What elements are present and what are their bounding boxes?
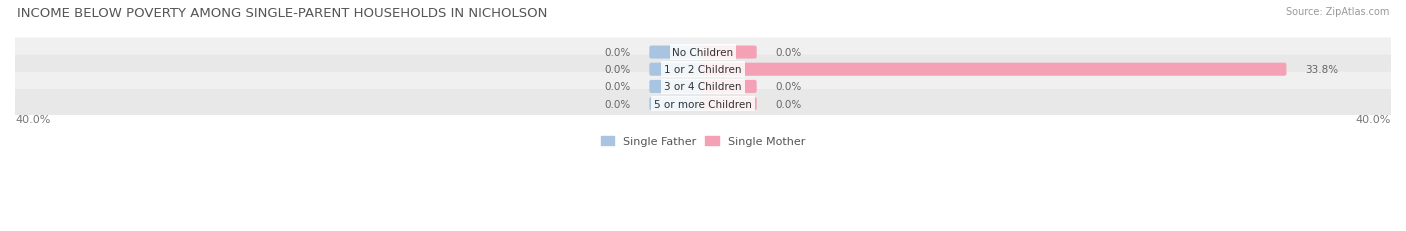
Text: 0.0%: 0.0% [605,82,631,92]
Text: No Children: No Children [672,48,734,58]
Text: 5 or more Children: 5 or more Children [654,99,752,109]
Text: 0.0%: 0.0% [605,99,631,109]
Text: 40.0%: 40.0% [1355,114,1391,124]
FancyBboxPatch shape [702,98,756,111]
Text: 0.0%: 0.0% [605,65,631,75]
Text: 40.0%: 40.0% [15,114,51,124]
FancyBboxPatch shape [650,64,704,76]
Legend: Single Father, Single Mother: Single Father, Single Mother [596,132,810,151]
FancyBboxPatch shape [702,81,756,94]
FancyBboxPatch shape [650,46,704,59]
FancyBboxPatch shape [702,64,1286,76]
Text: Source: ZipAtlas.com: Source: ZipAtlas.com [1285,7,1389,17]
Text: 1 or 2 Children: 1 or 2 Children [664,65,742,75]
Text: 33.8%: 33.8% [1305,65,1339,75]
Text: INCOME BELOW POVERTY AMONG SINGLE-PARENT HOUSEHOLDS IN NICHOLSON: INCOME BELOW POVERTY AMONG SINGLE-PARENT… [17,7,547,20]
Text: 0.0%: 0.0% [605,48,631,58]
FancyBboxPatch shape [650,81,704,94]
FancyBboxPatch shape [10,55,1396,84]
Text: 3 or 4 Children: 3 or 4 Children [664,82,742,92]
Text: 0.0%: 0.0% [775,48,801,58]
FancyBboxPatch shape [10,90,1396,119]
FancyBboxPatch shape [10,38,1396,67]
FancyBboxPatch shape [702,46,756,59]
FancyBboxPatch shape [650,98,704,111]
FancyBboxPatch shape [10,73,1396,101]
Text: 0.0%: 0.0% [775,82,801,92]
Text: 0.0%: 0.0% [775,99,801,109]
